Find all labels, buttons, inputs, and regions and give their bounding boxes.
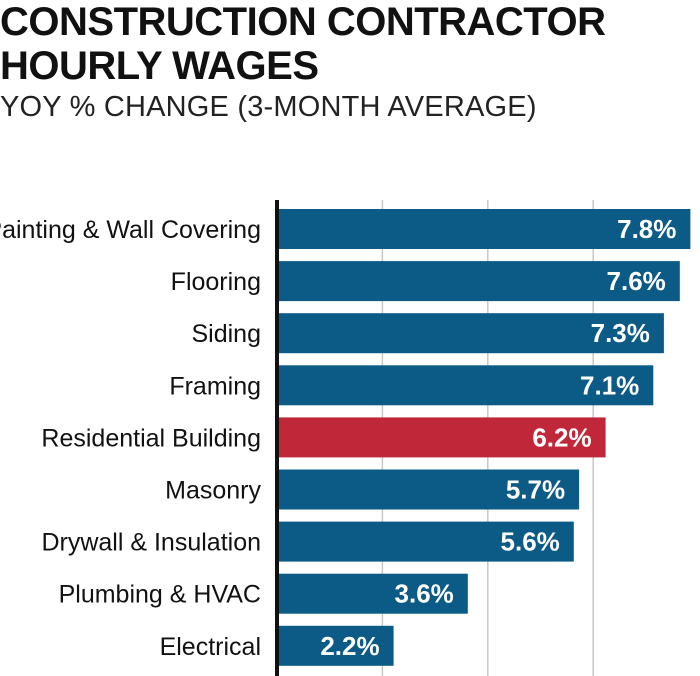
category-label: Flooring (171, 268, 261, 296)
bar (277, 469, 580, 510)
category-label: Painting & Wall Covering (0, 216, 261, 244)
value-label: 7.8% (617, 214, 676, 244)
category-label: Plumbing & HVAC (59, 581, 261, 609)
bar (277, 261, 680, 302)
chart-subtitle: YOY % CHANGE (3-MONTH AVERAGE) (0, 91, 537, 123)
value-label: 5.7% (506, 475, 565, 505)
bar (277, 313, 664, 354)
value-label: 2.2% (320, 631, 379, 661)
value-label: 7.6% (607, 266, 666, 296)
bar (277, 625, 394, 666)
bar (277, 521, 574, 562)
bar-highlight (277, 417, 606, 458)
category-label: Drywall & Insulation (41, 529, 261, 557)
category-label: Siding (192, 320, 262, 348)
chart-title-line-1: CONSTRUCTION CONTRACTOR (0, 0, 606, 44)
bar (277, 573, 468, 614)
category-label: Masonry (165, 477, 261, 505)
value-label: 3.6% (395, 579, 454, 609)
value-label: 7.1% (580, 370, 639, 400)
chart-title: CONSTRUCTION CONTRACTOR HOURLY WAGES (0, 0, 690, 88)
category-label: Electrical (160, 633, 261, 661)
chart-title-line-2: HOURLY WAGES (0, 44, 319, 88)
value-label: 5.6% (501, 527, 560, 557)
value-label: 6.2% (532, 422, 591, 452)
category-label: Residential Building (41, 424, 261, 452)
value-label: 7.3% (591, 318, 650, 348)
bar (277, 209, 691, 249)
category-label: Framing (169, 372, 261, 400)
bar (277, 365, 654, 406)
